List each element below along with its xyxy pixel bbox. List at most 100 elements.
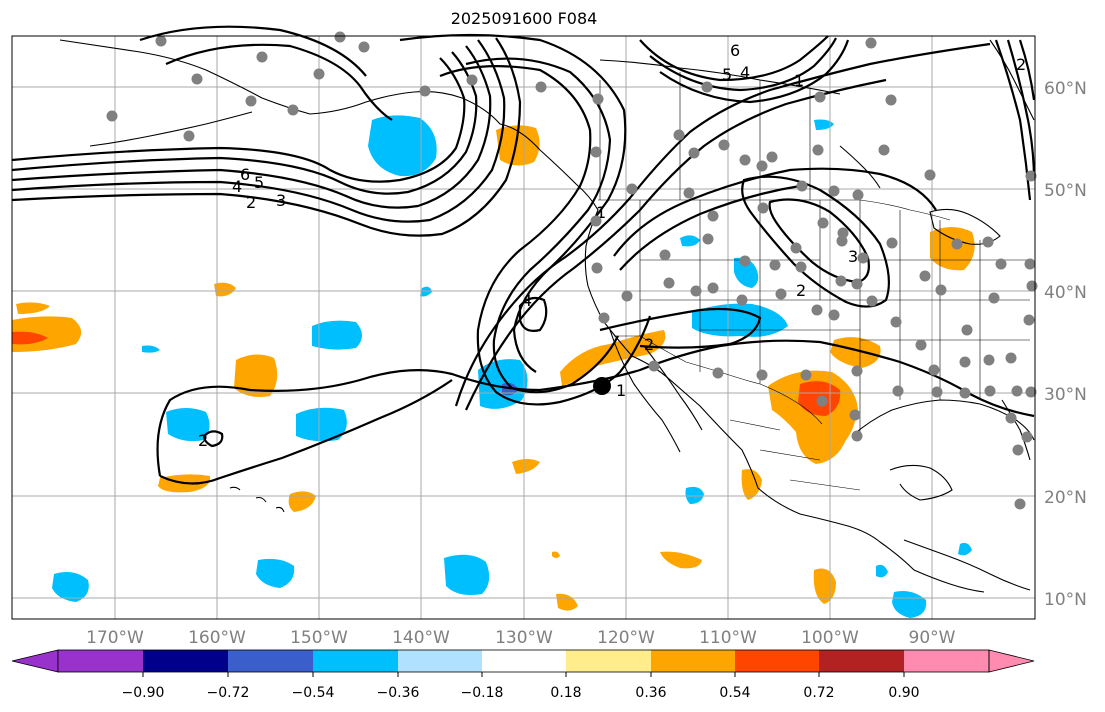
contour-line — [11, 37, 522, 237]
lat-label: 30°N — [1044, 385, 1087, 405]
station-point — [886, 237, 898, 249]
station-point — [935, 284, 947, 296]
contour-label: 2 — [198, 431, 208, 450]
negative-area — [256, 558, 295, 588]
contour-line — [613, 167, 937, 257]
positive-area — [288, 491, 316, 512]
station-point — [959, 387, 971, 399]
colorbar-extend-left — [11, 649, 59, 673]
contour-line — [639, 35, 829, 82]
contour-line — [464, 78, 887, 411]
positive-area — [496, 125, 540, 166]
contour-line — [165, 43, 393, 121]
station-point — [690, 285, 702, 297]
mexico-states — [729, 419, 861, 491]
strong-positive-area — [12, 331, 48, 345]
station-point — [961, 324, 973, 336]
station-point — [106, 110, 118, 122]
negative-area — [958, 542, 972, 556]
station-point — [849, 409, 861, 421]
station-point — [915, 339, 927, 351]
colorbar-tick-label: 0.90 — [888, 685, 919, 701]
contour-label: 2 — [796, 281, 806, 300]
station-point — [191, 73, 203, 85]
canada-us-border — [598, 199, 951, 221]
station-point — [256, 51, 268, 63]
station-layer — [106, 31, 1038, 510]
station-point — [702, 233, 714, 245]
station-point — [718, 139, 730, 151]
station-point — [419, 85, 431, 97]
contour-line — [768, 198, 870, 284]
station-point — [245, 95, 257, 107]
contour-label: 1 — [794, 71, 804, 90]
lon-label: 170°W — [86, 628, 144, 648]
graticule — [12, 36, 1035, 619]
colorbar-extend-right — [988, 649, 1035, 673]
station-point — [287, 104, 299, 116]
station-point — [155, 35, 167, 47]
contour-line — [139, 25, 367, 77]
negative-area — [166, 408, 210, 442]
station-point — [982, 236, 994, 248]
alaska-coastline — [59, 39, 415, 115]
lon-label: 150°W — [290, 628, 348, 648]
station-point — [1011, 385, 1023, 397]
colorbar-tick-label: −0.72 — [207, 685, 250, 701]
station-point — [590, 215, 602, 227]
colorbar-segment — [228, 650, 313, 672]
colorbar-segment — [904, 650, 989, 672]
contour-line — [619, 184, 801, 271]
greenland-coast — [989, 39, 1035, 121]
positive-area — [556, 593, 578, 611]
negative-area — [444, 554, 490, 595]
station-point — [739, 255, 751, 267]
station-point — [183, 130, 195, 142]
contour-label: 6 — [240, 165, 250, 184]
station-point — [995, 258, 1007, 270]
station-point — [919, 270, 931, 282]
colorbar-segment — [651, 650, 735, 672]
contour-line — [11, 51, 478, 195]
station-point — [621, 290, 633, 302]
central-america-coast — [903, 539, 1031, 591]
station-point — [816, 395, 828, 407]
station-point — [707, 210, 719, 222]
negative-area — [685, 486, 704, 504]
contour-line — [11, 45, 492, 209]
positive-area — [813, 568, 836, 604]
contour-label: 4 — [522, 291, 532, 310]
contour-line — [659, 39, 850, 104]
station-point — [592, 93, 604, 105]
contour-label: 1 — [596, 203, 606, 222]
negative-area — [420, 286, 432, 297]
colorbar-tick-label: −0.54 — [292, 685, 335, 701]
station-point — [626, 183, 638, 195]
station-point — [890, 316, 902, 328]
colorbar-ticks — [142, 672, 905, 677]
station-point — [836, 235, 848, 247]
contour-label: 1 — [616, 381, 626, 400]
positive-area — [552, 551, 560, 558]
contour-label: 4 — [232, 177, 242, 196]
negative-area — [814, 119, 834, 130]
station-point — [775, 288, 787, 300]
contour-line — [11, 39, 506, 223]
station-point — [924, 169, 936, 181]
lat-label: 50°N — [1044, 181, 1087, 201]
contour-label: 5 — [722, 65, 732, 84]
colorbar-segment — [143, 650, 228, 672]
negative-area — [296, 407, 347, 442]
contour-label: 2 — [246, 193, 256, 212]
colorbar-segment — [819, 650, 904, 672]
colorbar-segment — [566, 650, 651, 672]
station-point — [796, 180, 808, 192]
station-point — [857, 252, 869, 264]
colorbar-tick-label: 0.18 — [550, 685, 581, 701]
contour-label: 3 — [848, 247, 858, 266]
station-point — [1026, 280, 1038, 292]
contour-line — [439, 65, 652, 406]
station-point — [334, 31, 346, 43]
contour-line — [454, 42, 991, 407]
station-point — [313, 68, 325, 80]
